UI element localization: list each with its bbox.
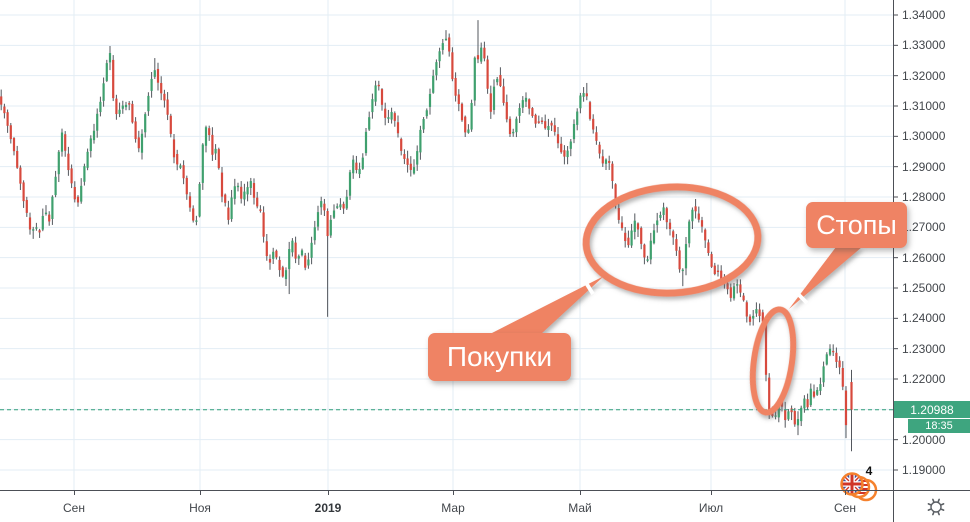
time-tick-label: Июл — [698, 501, 724, 515]
price-tick-label: 1.29000 — [902, 159, 946, 174]
time-tick-label: Май — [568, 501, 592, 515]
time-tick-label: Сен — [63, 501, 85, 515]
price-tick-label: 1.32000 — [902, 68, 946, 83]
price-tick-label: 1.34000 — [902, 8, 946, 22]
annotation-buys-label: Покупки — [446, 341, 553, 372]
last-price-badge: 1.20988 — [894, 401, 970, 419]
price-tick-label: 1.25000 — [902, 281, 946, 295]
price-tick-label: 1.26000 — [902, 250, 946, 265]
idea-count-label: 4 — [866, 464, 873, 478]
price-tick-label: 1.20000 — [902, 432, 946, 447]
price-tick-label: 1.27000 — [902, 220, 946, 235]
annotation-buys-callout[interactable]: Покупки — [428, 333, 571, 381]
annotation-stops-callout[interactable]: Стопы — [806, 202, 907, 248]
price-tick-label: 1.31000 — [902, 99, 946, 113]
time-tick-label: Ноя — [189, 501, 211, 515]
time-tick-label: Мар — [441, 501, 465, 515]
last-price-value: 1.20988 — [910, 402, 954, 417]
time-tick-label: 2019 — [314, 501, 342, 515]
price-tick-label: 1.24000 — [902, 311, 946, 326]
candlestick-series[interactable] — [0, 20, 853, 452]
price-tick-label: 1.23000 — [902, 341, 946, 356]
annotation-stops-label: Стопы — [816, 209, 897, 240]
price-tick-label: 1.22000 — [902, 372, 946, 386]
countdown-value: 18:35 — [925, 420, 953, 433]
annotation-shapes[interactable] — [490, 183, 862, 416]
bar-countdown-badge: 18:35 — [908, 419, 970, 434]
price-tick-label: 1.19000 — [902, 463, 946, 477]
price-tick-label: 1.28000 — [902, 190, 946, 204]
price-tick-label: 1.33000 — [902, 38, 946, 53]
time-tick-label: Сен — [834, 501, 856, 515]
price-tick-label: 1.30000 — [902, 129, 946, 144]
gear-icon[interactable] — [927, 498, 945, 516]
idea-flag-marker[interactable]: 4 — [840, 464, 878, 502]
